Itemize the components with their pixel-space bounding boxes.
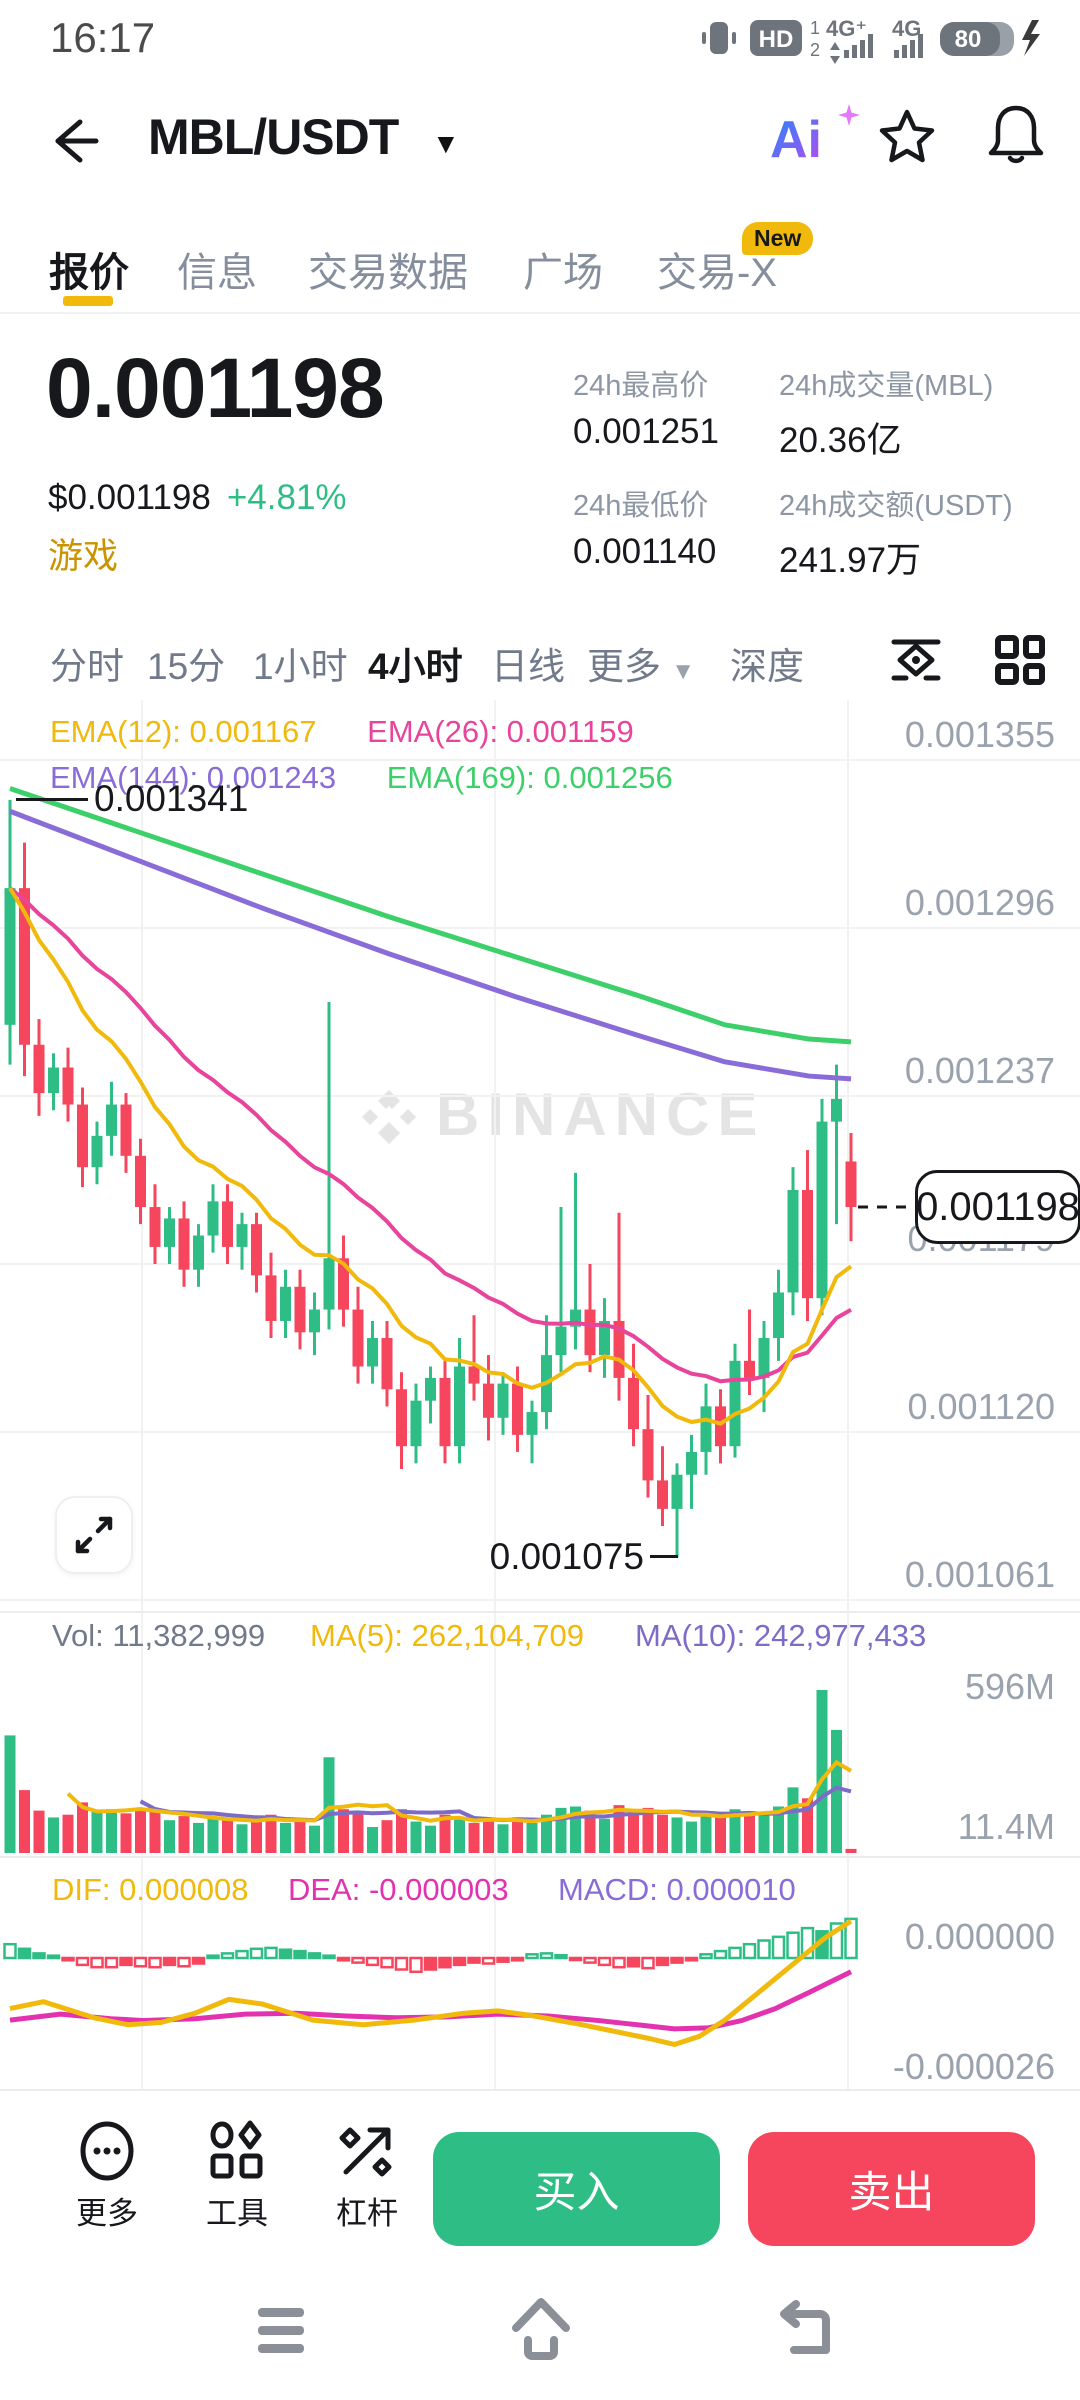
ema144-label: EMA(144): 0.001243 [50, 760, 337, 795]
active-tab-underline [63, 296, 113, 306]
divider [0, 312, 1080, 314]
last-price-tag: 0.001198 [915, 1170, 1080, 1244]
nav-home-button[interactable] [508, 2294, 574, 2364]
status-icons: HD 1 2 4G⁺ 4G 80 [702, 10, 1062, 66]
category-tag[interactable]: 游戏 [48, 537, 119, 576]
vol-ma10-label: MA(10): 242,977,433 [635, 1618, 927, 1653]
tab-trade-x[interactable]: 交易-X [657, 251, 777, 295]
home-icon [512, 2298, 570, 2360]
signal-4g-icon: 4G [892, 16, 923, 58]
tf-minute[interactable]: 分时 [50, 646, 124, 687]
favorite-star-icon[interactable] [876, 106, 938, 168]
ema169-label: EMA(169): 0.001256 [386, 760, 673, 795]
svg-text:4G: 4G [892, 16, 921, 41]
tf-1d[interactable]: 日线 [491, 646, 565, 687]
signal-4g-plus-icon: 4G⁺ [826, 16, 873, 64]
fullscreen-button[interactable] [55, 1496, 133, 1574]
stat-high: 24h最高价 0.001251 [573, 370, 719, 451]
ai-button[interactable]: Ai [770, 111, 822, 169]
svg-text:80: 80 [955, 26, 982, 53]
ema12-label: EMA(12): 0.001167 [50, 714, 317, 749]
back-arrow-icon [55, 119, 99, 163]
low-marker-line [650, 1555, 678, 1558]
ema-row-2: EMA(144): 0.001243 EMA(169): 0.001256 [50, 760, 673, 796]
vol-ma5-label: MA(5): 262,104,709 [310, 1618, 585, 1653]
pair-dropdown-icon[interactable]: ▼ [432, 128, 460, 159]
last-price: 0.001198 [46, 341, 385, 435]
more-icon [80, 2121, 134, 2181]
tf-15m[interactable]: 15分 [147, 646, 226, 687]
return-icon [780, 2300, 830, 2354]
sell-button[interactable]: 卖出 [748, 2132, 1035, 2246]
stat-turnover: 24h成交额(USDT) 241.97万 [779, 490, 1013, 580]
notification-bell-icon[interactable] [984, 102, 1048, 168]
tools-button[interactable]: 工具 [177, 2120, 297, 2233]
axis-tick: 0.001237 [904, 1050, 1055, 1091]
svg-text:2: 2 [810, 40, 820, 60]
back-button[interactable] [44, 112, 102, 170]
hd-icon: HD 1 2 [750, 18, 820, 60]
axis-tick: 0.001355 [904, 714, 1055, 755]
tools-icon [210, 2120, 263, 2179]
price-subrow: $0.001198 +4.81% [48, 478, 347, 518]
expand-icon [75, 1516, 113, 1554]
stat-low: 24h最低价 0.001140 [573, 490, 717, 571]
axis-tick: 0.001296 [904, 882, 1055, 923]
chevron-down-icon: ▼ [671, 658, 696, 685]
axis-tick: 596M [964, 1666, 1055, 1707]
svg-text:1: 1 [810, 18, 820, 38]
axis-tick: 0.001061 [904, 1554, 1055, 1595]
status-time: 16:17 [50, 14, 156, 61]
dea-label: DEA: -0.000003 [288, 1872, 509, 1907]
hamburger-icon [258, 2308, 304, 2353]
low-marker-label: 0.001075 [489, 1536, 644, 1577]
tf-1h[interactable]: 1小时 [253, 646, 348, 687]
leverage-icon [339, 2127, 392, 2177]
axis-tick: -0.000026 [892, 2046, 1055, 2087]
pair-title[interactable]: MBL/USDT [148, 109, 399, 165]
axis-tick: 11.4M [957, 1806, 1055, 1847]
nav-menu-button[interactable] [250, 2300, 316, 2362]
tab-trading-data[interactable]: 交易数据 [308, 251, 468, 295]
axis-tick: 0.001120 [907, 1386, 1055, 1427]
axis-tick: 0.000000 [904, 1916, 1055, 1957]
change-percent: +4.81% [226, 478, 347, 517]
tf-more[interactable]: 更多 ▼ [587, 646, 696, 687]
tf-4h[interactable]: 4小时 [368, 646, 463, 687]
high-marker-line [16, 798, 88, 801]
new-badge: New [742, 222, 814, 255]
svg-text:4G⁺: 4G⁺ [826, 16, 867, 41]
vibrate-icon [702, 22, 736, 54]
indicator-settings-icon[interactable] [888, 632, 944, 688]
chart-layout-icon[interactable] [992, 632, 1048, 688]
ai-sparkle-icon [838, 104, 860, 126]
macd-label: MACD: 0.000010 [558, 1872, 796, 1907]
tf-depth[interactable]: 深度 [730, 646, 804, 687]
battery-icon: 80 [940, 20, 1040, 56]
tab-square[interactable]: 广场 [523, 251, 603, 295]
tab-info[interactable]: 信息 [177, 251, 257, 295]
usd-price: $0.001198 [48, 478, 211, 517]
binance-watermark: BINANCE [356, 1080, 765, 1149]
nav-back-button[interactable] [772, 2298, 838, 2364]
dif-label: DIF: 0.000008 [52, 1872, 249, 1907]
high-marker-label: 0.001341 [94, 778, 249, 819]
svg-text:HD: HD [759, 26, 794, 53]
ema26-label: EMA(26): 0.001159 [367, 714, 634, 749]
more-button[interactable]: 更多 [47, 2120, 167, 2233]
tab-quotes[interactable]: 报价 [49, 251, 129, 295]
stat-volume: 24h成交量(MBL) 20.36亿 [779, 370, 994, 460]
vol-label: Vol: 11,382,999 [52, 1618, 266, 1653]
buy-button[interactable]: 买入 [433, 2132, 720, 2246]
price-chart[interactable] [0, 700, 1080, 2092]
ema-row-1: EMA(12): 0.001167 EMA(26): 0.001159 [50, 714, 634, 750]
leverage-button[interactable]: 杠杆 [307, 2120, 427, 2233]
